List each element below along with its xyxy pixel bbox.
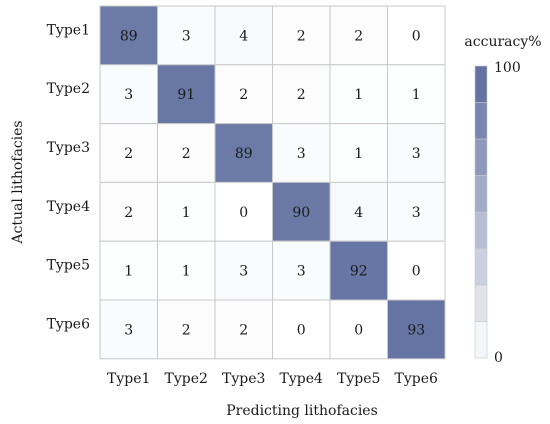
- cell-value-label: 4: [354, 205, 363, 221]
- cell-value-label: 90: [292, 205, 310, 221]
- cell-value-label: 0: [354, 322, 363, 338]
- cell-value-label: 0: [239, 205, 248, 221]
- x-tick-label: Type4: [280, 371, 323, 387]
- heatmap-cell: [157, 5, 216, 66]
- y-tick-label: Type5: [47, 258, 90, 274]
- cell-value-label: 2: [239, 87, 248, 103]
- heatmap-cell: [99, 181, 158, 242]
- cell-value-label: 1: [354, 146, 363, 162]
- cell-value-label: 2: [239, 322, 248, 338]
- heatmap-cell: [214, 5, 273, 66]
- y-tick-label: Type1: [47, 22, 90, 38]
- colorbar-segment: [474, 138, 488, 176]
- cell-value-label: 89: [235, 146, 253, 162]
- heatmap-cell: [272, 299, 331, 360]
- cell-value-label: 91: [177, 87, 195, 103]
- cell-value-label: 93: [407, 322, 425, 338]
- cell-value-label: 0: [412, 28, 421, 44]
- cell-value-label: 3: [297, 146, 306, 162]
- cell-value-label: 92: [350, 264, 368, 280]
- cell-value-label: 3: [182, 28, 191, 44]
- x-tick-label: Type6: [395, 371, 438, 387]
- heatmap-cell: [329, 181, 388, 242]
- cell-value-label: 0: [412, 264, 421, 280]
- colorbar-max-label: 100: [494, 60, 521, 76]
- heatmap-cell: [214, 240, 273, 301]
- cell-value-label: 2: [297, 28, 306, 44]
- x-tick-labels: Type1 Type2 Type3 Type4 Type5 Type6: [107, 371, 438, 387]
- heatmap-cell: [99, 240, 158, 301]
- heatmap-cell: [387, 181, 446, 242]
- cell-value-label: 2: [124, 205, 133, 221]
- heatmap-cell: [272, 123, 331, 183]
- colorbar-segment: [474, 321, 488, 359]
- cell-value-label: 2: [182, 146, 191, 162]
- cell-value-label: 1: [412, 87, 421, 103]
- cell-value-label: 4: [239, 28, 248, 44]
- heatmap-cell: [329, 299, 388, 360]
- colorbar-segment: [474, 65, 488, 103]
- heatmap-cell: [387, 299, 446, 360]
- cell-value-label: 3: [124, 87, 133, 103]
- heatmap-cell: [387, 5, 446, 66]
- cell-value-label: 3: [239, 264, 248, 280]
- cell-value-label: 1: [182, 264, 191, 280]
- heatmap-cell: [387, 123, 446, 183]
- x-tick-label: Type5: [337, 371, 380, 387]
- cell-value-label: 3: [412, 205, 421, 221]
- cell-value-label: 3: [124, 322, 133, 338]
- x-tick-label: Type1: [107, 371, 150, 387]
- heatmap-cell: [387, 240, 446, 301]
- colorbar-title: accuracy%: [464, 34, 541, 50]
- colorbar-segment: [474, 284, 488, 322]
- cell-value-label: 3: [297, 264, 306, 280]
- x-tick-label: Type3: [222, 371, 265, 387]
- heatmap-cell: [157, 64, 216, 125]
- heatmap-cell: [157, 181, 216, 242]
- cell-value-label: 2: [354, 28, 363, 44]
- y-tick-label: Type2: [47, 81, 90, 97]
- y-tick-labels: Type1 Type2 Type3 Type4 Type5 Type6: [47, 22, 90, 332]
- heatmap-cell: [272, 240, 331, 301]
- cell-value-label: 0: [297, 322, 306, 338]
- heatmap-cell: [214, 181, 273, 242]
- heatmap-cell: [99, 299, 158, 360]
- y-tick-label: Type6: [47, 316, 90, 332]
- y-axis-title: Actual lithofacies: [10, 120, 26, 244]
- colorbar-segment: [474, 175, 488, 213]
- colorbar-segment: [474, 211, 488, 249]
- cell-value-label: 1: [182, 205, 191, 221]
- cell-value-label: 2: [124, 146, 133, 162]
- y-tick-label: Type3: [47, 140, 90, 156]
- heatmap-cell: [157, 123, 216, 183]
- heatmap-cell: [272, 64, 331, 125]
- heatmap-cell: [99, 5, 158, 66]
- heatmap-cell: [329, 240, 388, 301]
- heatmap-cell: [387, 64, 446, 125]
- colorbar-segment: [474, 248, 488, 286]
- x-tick-label: Type2: [165, 371, 208, 387]
- heatmap-cell: [329, 123, 388, 183]
- x-axis-title: Predicting lithofacies: [226, 403, 378, 419]
- cell-value-label: 89: [120, 28, 138, 44]
- cell-value-label: 2: [182, 322, 191, 338]
- heatmap-cells: 89 3 4 2 2 0 3 91 2 2 1 1 2 2 89 3 1 3 2 1 0 90 4 3 1 1 3 3 92 0 3 2 2 0 0…: [99, 5, 446, 360]
- colorbar-min-label: 0: [494, 350, 503, 366]
- cell-value-label: 3: [412, 146, 421, 162]
- colorbar-segment: [474, 102, 488, 140]
- cell-value-label: 1: [354, 87, 363, 103]
- cell-value-label: 1: [124, 264, 133, 280]
- y-tick-label: Type4: [47, 199, 90, 215]
- heatmap-cell: [272, 181, 331, 242]
- cell-value-label: 2: [297, 87, 306, 103]
- colorbar: [474, 65, 488, 359]
